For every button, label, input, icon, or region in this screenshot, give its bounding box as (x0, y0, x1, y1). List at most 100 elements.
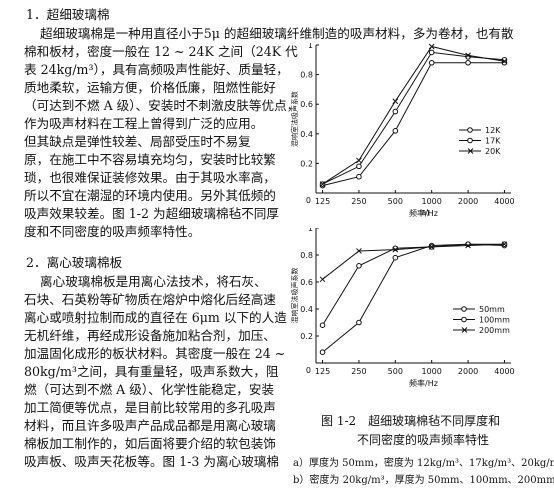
y-tick-label: 0.6 (300, 278, 313, 287)
series-line (322, 243, 505, 353)
legend-label: 200mm (479, 326, 510, 335)
section1-line: 表 24kg/m³），具有高频吸声性能好、质量轻， (24, 62, 289, 77)
section2-heading: 2．离心玻璃棉板 (26, 255, 123, 270)
series-point (319, 181, 326, 187)
x-tick-label: 125 (315, 197, 330, 206)
series-point (428, 43, 435, 50)
series-point (501, 241, 508, 248)
figure-caption-line2: 不同密度的吸声频率特性 (357, 433, 490, 447)
series-point (392, 246, 399, 253)
chart-b: 0.2 0.4 0.6 0.8 1 0 125 250 500 1000 2000 4000 频率/Hz… (290, 228, 515, 388)
series-point (428, 244, 435, 250)
x-tick-label: 250 (351, 367, 366, 376)
section1-line: 吸声效果较差。图 1-2 为超细玻璃棉毡不同厚 (24, 206, 279, 221)
chart-a: 0.2 0.4 0.6 0.8 1 0 125 250 500 1000 2000 4000 频率/Hz… (290, 43, 515, 218)
y-tick-label: 0.2 (300, 159, 313, 168)
y-tick-label: 0.8 (300, 251, 313, 260)
series-line (322, 243, 505, 326)
series-point (319, 349, 326, 355)
series-line (322, 51, 505, 185)
y-axis-label: 混响室法吸声系数 (290, 268, 299, 324)
series-point (356, 319, 362, 326)
x-tick-label: 4000 (494, 197, 514, 206)
series-point (319, 322, 326, 328)
series-point (392, 98, 399, 105)
section2-line: 离心或喷射拉制而成的直径在 6μm 以下的人造 (24, 310, 287, 325)
figure-note-b: b）密度为 20kg/m³，厚度为 50mm、100mm、200mm (293, 475, 554, 486)
y-tick-label: 0.4 (300, 305, 313, 314)
section1-line: 琐，也很难保证装修效果。由于其吸水率高， (24, 170, 276, 185)
series-point (428, 59, 435, 66)
series-point (465, 242, 471, 249)
series-point (392, 254, 399, 261)
section2-line: 燃（可达到不燃 A 级）、化学性能稳定，安装 (24, 382, 275, 397)
x-tick-label: 1000 (422, 197, 442, 206)
legend-marker (461, 327, 468, 333)
legend-marker (467, 137, 473, 144)
section2-line: 材料，而且许多吸声产品成品都是用离心玻璃 (24, 418, 276, 433)
x-tick-label: 4000 (494, 367, 514, 376)
section2-line: 离心玻璃棉板是用离心法技术，将石灰、 (40, 274, 267, 289)
series-point (356, 157, 362, 164)
series-point (392, 108, 399, 115)
section1-line: （可达到不燃 A 级）、安装时不刺激皮肤等优点， (24, 98, 300, 113)
x-axis-label: 频率/Hz (409, 378, 438, 388)
section1-heading: 1．超细玻璃棉 (26, 7, 110, 22)
x-tick-label: 2000 (458, 197, 478, 206)
x-tick-label: 500 (388, 367, 403, 376)
series-point (319, 276, 326, 283)
legend-label: 17K (485, 137, 501, 146)
series-line (322, 45, 505, 185)
series-point (428, 49, 435, 56)
x-tick-label: 125 (315, 367, 330, 376)
legend-marker (467, 148, 474, 154)
series-line (322, 62, 505, 187)
y-tick-label: 1 (308, 43, 313, 50)
legend-label: 12K (485, 126, 501, 135)
section2-line: 加温固化成形的板状材料。其密度一般在 24 ~ (24, 346, 286, 361)
figure-note-a: a）厚度为 50mm，密度为 12kg/m³、17kg/m³、20kg/m³ (293, 458, 554, 469)
x-tick-label: 250 (351, 197, 366, 206)
series-point (392, 128, 399, 134)
x-axis-label: 频率/Hz (409, 208, 438, 218)
origin-label: 0 (306, 196, 311, 205)
legend-marker (461, 316, 467, 323)
legend-label: 100mm (479, 316, 510, 325)
section1-line: 作为吸声材料在工程上曾得到广泛的应用。 (24, 116, 264, 131)
x-tick-label: 2000 (458, 367, 478, 376)
figure-caption-line1: 图 1-2 超细玻璃棉毡不同厚度和 (321, 414, 501, 428)
y-tick-label: 0.6 (300, 100, 313, 109)
section2-line: 吸声板、吸声天花板等。图 1-3 为离心玻璃棉 (24, 454, 279, 469)
series-line (322, 243, 505, 280)
section2-line: 加工简便等优点，是目前比较常用的多孔吸声 (24, 400, 276, 415)
section2-line: 无机纤维，再经成形设备施加粘合剂，加压、 (24, 328, 276, 343)
panel-label: a) (421, 208, 429, 217)
section1-line: 原，在施工中不容易填充均匀，安装时比较繁 (24, 152, 276, 167)
legend-label: 50mm (479, 305, 505, 314)
legend-label: 20K (485, 147, 501, 156)
y-tick-label: 0.2 (300, 332, 313, 341)
x-tick-label: 500 (388, 197, 403, 206)
section2-line: 石块、石英粉等矿物质在熔炉中熔化后经高速 (24, 292, 276, 307)
section1-line: 质地柔软，运输方便，价格低廉，阻燃性能好 (24, 80, 276, 95)
series-point (501, 58, 508, 65)
origin-label: 0 (306, 366, 311, 375)
x-tick-label: 1000 (422, 367, 442, 376)
series-point (465, 59, 471, 66)
legend-marker (467, 127, 473, 133)
section1-line: 棉和板材，密度一般在 12 ~ 24K 之间（24K 代 (24, 44, 298, 59)
series-point (356, 248, 362, 254)
section2-line: 棉板加工制作的，如后面将要介绍的软包装饰 (24, 436, 276, 451)
y-axis-label: 混响室法吸声系数 (290, 91, 299, 147)
series-point (465, 52, 471, 59)
y-tick-label: 1 (308, 228, 313, 233)
y-tick-label: 0.8 (300, 71, 313, 80)
section1-line: 但其缺点是弹性较差、局部受压时不易复 (24, 134, 251, 149)
section1-line: 所以不宜在潮湿的环境内使用。另外其低频的 (24, 188, 276, 203)
section1-line: 度和不同密度的吸声频率特性。 (24, 224, 201, 239)
section2-line: 80kg/m³之间，具有重量轻，吸声系数大，阻 (24, 364, 279, 379)
series-point (356, 173, 362, 180)
legend-marker (461, 306, 467, 312)
series-point (356, 263, 362, 269)
series-point (356, 163, 362, 170)
